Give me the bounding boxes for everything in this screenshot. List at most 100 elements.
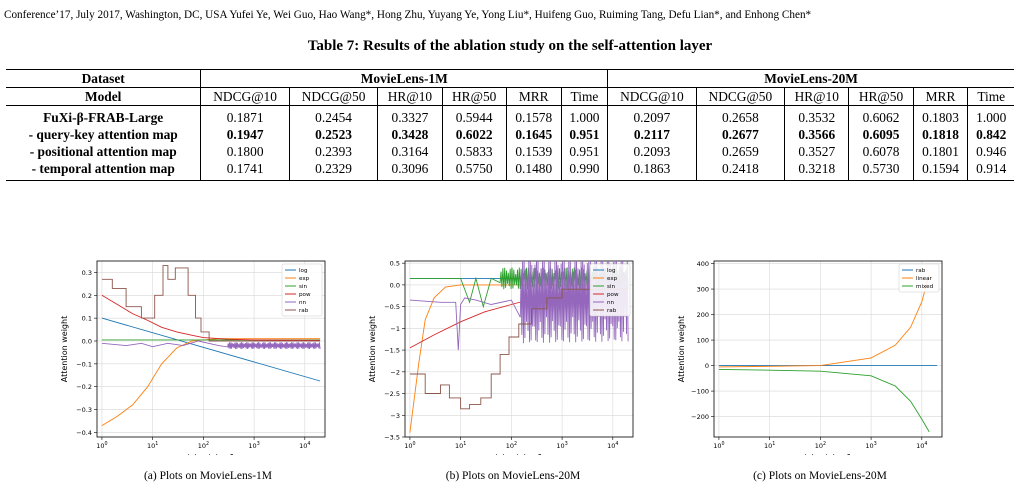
table-cell: 0.1741: [200, 160, 290, 181]
table-cell: 0.1863: [607, 160, 697, 181]
table-cell: 0.1818: [913, 126, 969, 143]
table-row: - temporal attention map 0.1741 0.2329 0.30…: [6, 160, 1014, 181]
series-line-exp: [101, 338, 321, 426]
table-cell: 0.1947: [200, 126, 290, 143]
metric-header: HR@10: [784, 87, 850, 106]
y-tick-label: −0.4: [76, 429, 92, 437]
y-tick-label: 100: [697, 337, 709, 345]
table-header-dataset-row: Dataset MovieLens-1M MovieLens-20M: [6, 69, 1014, 88]
table-row: - query-key attention map 0.1947 0.2523 0.3…: [6, 126, 1014, 143]
legend-label: rab: [299, 308, 309, 314]
table-cell: 1.000: [561, 105, 609, 126]
y-tick-label: 0.0: [390, 281, 400, 289]
table-cell: 0.2097: [607, 105, 697, 126]
y-tick-label: −0.5: [384, 303, 400, 311]
table-cell: 0.951: [561, 126, 609, 143]
x-tick-label: 103: [556, 441, 567, 450]
table-cell: 0.3532: [784, 105, 850, 126]
metric-header: NDCG@50: [289, 87, 379, 106]
table-cell: 0.2677: [696, 126, 786, 143]
legend-label: rab: [607, 308, 617, 314]
x-tick-label: 100: [713, 441, 724, 450]
table-cell: 0.951: [561, 143, 609, 160]
x-tick-label: 100: [404, 441, 415, 450]
y-tick-label: −3: [390, 412, 400, 420]
y-tick-label: 0.0: [82, 338, 92, 346]
y-tick-label: −2: [390, 368, 400, 376]
model-name: - query-key attention map: [6, 126, 202, 143]
x-tick-label: 101: [147, 441, 158, 450]
x-tick-label: 102: [815, 441, 826, 450]
table-cell: 0.3566: [784, 126, 850, 143]
x-tick-label: 103: [865, 441, 876, 450]
y-tick-label: −100: [691, 388, 709, 396]
table-cell: 0.2659: [696, 143, 786, 160]
model-header: Model: [6, 87, 202, 106]
model-name: - positional attention map: [6, 143, 202, 160]
table-cell: 0.5750: [442, 160, 507, 181]
running-header: Conference’17, July 2017, Washington, DC…: [4, 9, 812, 21]
y-tick-label: −0.1: [76, 360, 92, 368]
dataset-header: Dataset: [6, 69, 202, 88]
table-cell: 0.1578: [506, 105, 562, 126]
table-cell: 0.1480: [506, 160, 562, 181]
subcaption-a: (a) Plots on MovieLens-1M: [143, 470, 273, 482]
table-cell: 0.3527: [784, 143, 850, 160]
x-tick-label: 101: [455, 441, 466, 450]
y-tick-label: −0.3: [76, 406, 92, 414]
y-tick-label: 200: [697, 311, 709, 319]
y-tick-label: 0.2: [82, 292, 92, 300]
table-cell: 0.1803: [913, 105, 969, 126]
legend-label: nn: [607, 300, 615, 306]
table-cell: 0.3218: [784, 160, 850, 181]
x-tick-label: 101: [764, 441, 775, 450]
plot-movielens-20m-b: −200 −100 0 100 200 300 400 100 101 102 103 104 rab l…: [677, 260, 943, 455]
table-cell: 0.3164: [377, 143, 443, 160]
legend-label: mixed: [916, 284, 934, 290]
y-tick-label: 0.1: [82, 315, 92, 323]
table-header-metric-row: Model NDCG@10 NDCG@50 HR@10 HR@50 MRR Time NDCG…: [6, 87, 1014, 106]
series-line-rab: [101, 265, 321, 342]
x-axis-label: t_i − t_j − 1: [495, 453, 542, 455]
table-cell: 0.1539: [506, 143, 562, 160]
metric-header: HR@50: [442, 87, 507, 106]
metric-header: MRR: [506, 87, 562, 106]
legend-label: sin: [607, 284, 615, 290]
plot-movielens-1m: −0.4 −0.3 −0.2 −0.1 0.0 0.1 0.2 0.3 100 101 102 103…: [60, 260, 326, 455]
table-cell: 0.2117: [607, 126, 697, 143]
y-axis-label: Attention weight: [677, 316, 686, 382]
y-tick-label: −1.5: [384, 347, 400, 355]
table-cell: 0.1645: [506, 126, 562, 143]
metric-header: NDCG@50: [696, 87, 786, 106]
table-row: - positional attention map 0.1800 0.2393 0.…: [6, 143, 1014, 160]
legend-label: exp: [299, 276, 310, 282]
table-row: FuXi-β-FRAB-Large 0.1871 0.2454 0.3327 0.594…: [6, 105, 1014, 126]
ablation-table: Dataset MovieLens-1M MovieLens-20M Model NDC…: [6, 69, 1014, 181]
table-cell: 0.1871: [200, 105, 290, 126]
metric-header: HR@10: [377, 87, 443, 106]
table-cell: 0.3428: [377, 126, 443, 143]
series-line-linear: [718, 274, 930, 368]
table-cell: 0.3327: [377, 105, 443, 126]
y-tick-label: −0.2: [76, 383, 92, 391]
table-cell: 0.1801: [913, 143, 969, 160]
table-cell: 0.6062: [848, 105, 914, 126]
series-line-log: [101, 317, 321, 382]
table-cell: 0.5833: [442, 143, 507, 160]
y-axis-label: Attention weight: [60, 316, 69, 382]
legend-label: nn: [299, 300, 307, 306]
table-cell: 0.2658: [696, 105, 786, 126]
y-tick-label: 0.3: [82, 269, 92, 277]
y-tick-label: 0.5: [390, 260, 400, 268]
plot-frame: [713, 260, 943, 438]
series-line-nn: [101, 340, 321, 350]
table-cell: 0.2393: [289, 143, 379, 160]
x-tick-label: 104: [916, 441, 927, 450]
legend-label: linear: [916, 276, 933, 282]
metric-header: HR@50: [848, 87, 914, 106]
legend-box: [898, 263, 940, 293]
legend-label: log: [607, 268, 616, 274]
x-tick-label: 102: [506, 441, 517, 450]
plot-frame: [96, 260, 326, 438]
metric-header: NDCG@10: [607, 87, 697, 106]
